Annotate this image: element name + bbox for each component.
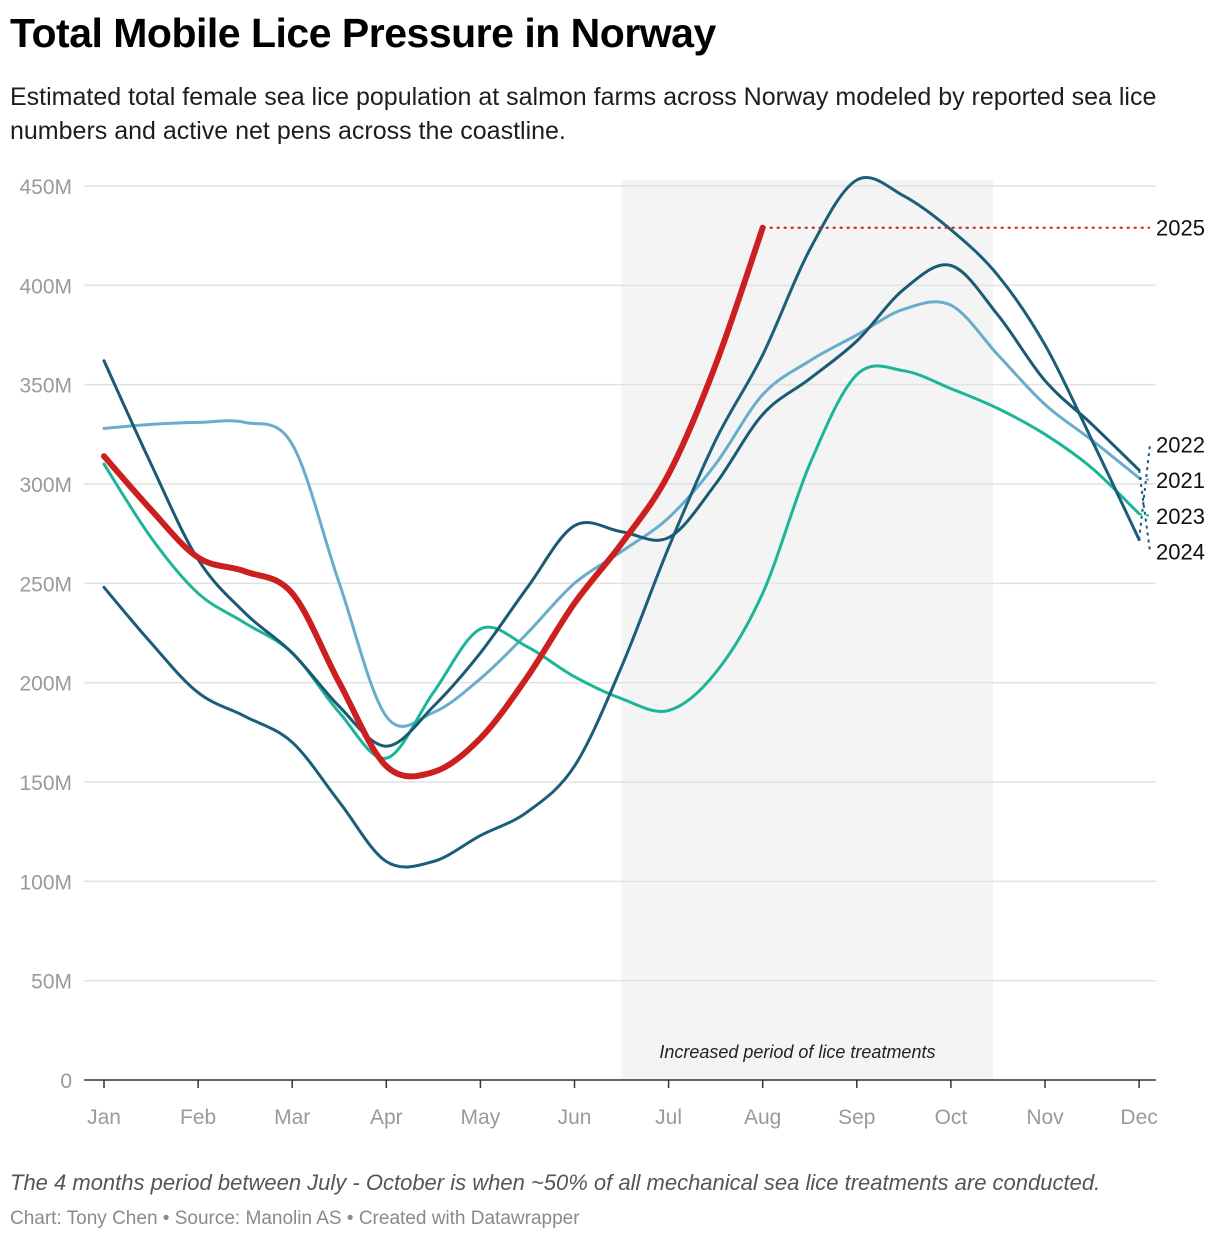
x-tick-label: Jun bbox=[558, 1106, 592, 1129]
y-tick-label: 450M bbox=[19, 176, 72, 199]
y-tick-label: 400M bbox=[19, 275, 72, 298]
y-tick-label: 200M bbox=[19, 673, 72, 696]
end-label-leader-2023 bbox=[1138, 512, 1151, 517]
x-tick-label: Sep bbox=[838, 1106, 875, 1129]
x-tick-label: Feb bbox=[180, 1106, 216, 1129]
credit-chart: Chart: Tony Chen bbox=[10, 1208, 158, 1229]
x-tick-label: Apr bbox=[370, 1106, 403, 1129]
y-tick-label: 0 bbox=[60, 1070, 72, 1093]
chart-subtitle: Estimated total female sea lice populati… bbox=[10, 83, 1157, 145]
end-label-2023: 2023 bbox=[1156, 504, 1205, 529]
end-label-2022: 2022 bbox=[1156, 432, 1205, 457]
y-tick-label: 150M bbox=[19, 772, 72, 795]
end-label-2024: 2024 bbox=[1156, 540, 1205, 565]
x-tick-label: Nov bbox=[1026, 1106, 1064, 1129]
y-tick-label: 100M bbox=[19, 871, 72, 894]
x-tick-label: Dec bbox=[1120, 1106, 1157, 1129]
x-tick-label: Mar bbox=[274, 1106, 310, 1129]
credit-tool: Created with Datawrapper bbox=[358, 1208, 580, 1229]
x-tick-label: May bbox=[461, 1106, 501, 1129]
shaded-region-label: Increased period of lice treatments bbox=[659, 1042, 935, 1062]
credit-separator: • bbox=[157, 1208, 175, 1229]
end-label-leader-2024 bbox=[1138, 469, 1151, 552]
x-tick-label: Jul bbox=[655, 1106, 682, 1129]
x-tick-label: Aug bbox=[744, 1106, 781, 1129]
x-tick-label: Oct bbox=[935, 1106, 968, 1129]
footnote: The 4 months period between July - Octob… bbox=[10, 1170, 1101, 1195]
shaded-treatment-period bbox=[621, 180, 994, 1080]
end-label-leader-2022 bbox=[1138, 444, 1151, 540]
x-tick-label: Jan bbox=[87, 1106, 121, 1129]
y-tick-label: 50M bbox=[31, 971, 72, 994]
end-label-2025: 2025 bbox=[1156, 216, 1205, 241]
chart-title: Total Mobile Lice Pressure in Norway bbox=[10, 10, 716, 56]
y-tick-label: 350M bbox=[19, 375, 72, 398]
line-chart: 0 50M 100M 150M 200M 250M 300M 350M 400M 450M Jan F… bbox=[19, 176, 1205, 1129]
y-tick-label: 250M bbox=[19, 573, 72, 596]
series-line-2022 bbox=[102, 176, 1141, 869]
credit-source: Source: Manolin AS bbox=[174, 1208, 342, 1229]
series-line-2025 bbox=[101, 224, 766, 780]
credit-separator: • bbox=[341, 1208, 359, 1229]
end-label-2021: 2021 bbox=[1156, 468, 1205, 493]
series-line-2024 bbox=[102, 263, 1141, 748]
credit-line: Chart: Tony Chen • Source: Manolin AS • … bbox=[10, 1208, 580, 1230]
y-tick-label: 300M bbox=[19, 474, 72, 497]
